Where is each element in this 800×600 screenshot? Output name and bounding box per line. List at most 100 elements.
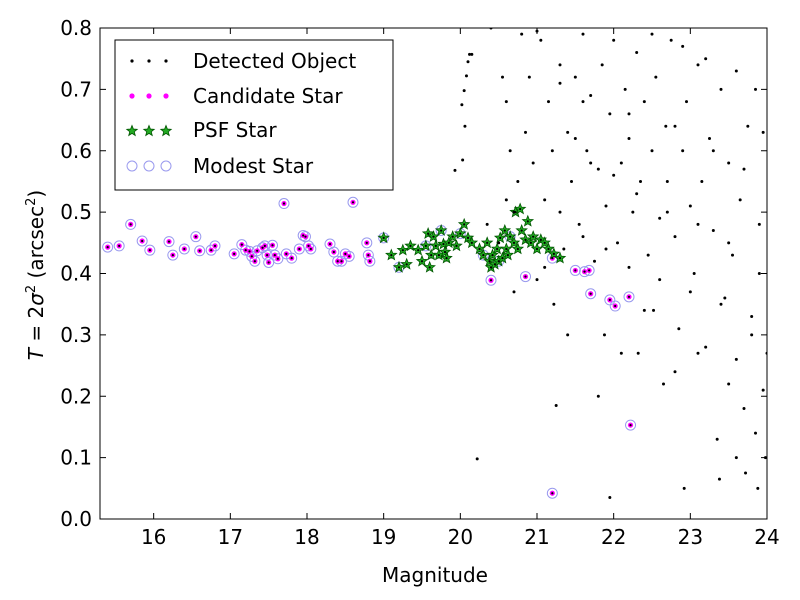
detected-object-point xyxy=(520,229,523,232)
detected-object-point xyxy=(183,247,186,251)
detected-object-point xyxy=(282,202,286,205)
detected-object-point xyxy=(486,241,489,244)
modest-star-point xyxy=(272,253,284,265)
detected-object-point xyxy=(307,244,310,247)
detected-object-point xyxy=(524,238,527,241)
detected-object-point xyxy=(497,260,500,263)
modest-star-point xyxy=(249,255,261,267)
detected-object-point xyxy=(646,253,650,257)
y-axis-title-unit-close: ) xyxy=(24,190,48,198)
legend-label-detected: Detected Object xyxy=(193,49,356,73)
modest-star-point xyxy=(163,236,175,248)
detected-object-point xyxy=(489,279,493,282)
detected-object-point xyxy=(512,290,516,294)
legend-label-candidate: Candidate Star xyxy=(193,84,343,108)
detected-object-point xyxy=(451,235,454,238)
y-axis-title-unit-exp: 2 xyxy=(24,198,39,206)
legend-marker-psf xyxy=(125,124,139,137)
detected-object-point xyxy=(171,253,174,257)
modest-star-point xyxy=(190,231,202,243)
detected-object-point xyxy=(658,216,662,220)
detected-object-point xyxy=(489,266,493,269)
detected-object-point xyxy=(504,100,508,104)
detected-object-point xyxy=(141,239,144,243)
y-axis-title: T = 2σ2 (arcsec2) xyxy=(24,190,48,360)
modest-star-point xyxy=(286,252,298,264)
modest-star-point xyxy=(167,249,179,261)
detected-object-point xyxy=(754,87,757,91)
y-tick-label: 0.7 xyxy=(60,77,92,101)
detected-object-point xyxy=(734,357,738,361)
detected-object-point xyxy=(491,253,494,257)
detected-object-point xyxy=(213,244,217,247)
detected-object-point xyxy=(543,198,547,202)
modest-star-point xyxy=(305,243,317,255)
detected-object-point xyxy=(589,292,592,295)
modest-star-point xyxy=(303,240,315,252)
detected-object-point xyxy=(519,207,522,211)
detected-object-point xyxy=(543,241,546,244)
detected-object-point xyxy=(210,249,213,252)
y-tick-label: 0.2 xyxy=(60,384,92,408)
modest-star-point xyxy=(609,300,621,312)
detected-object-point xyxy=(631,210,635,214)
detected-object-point xyxy=(757,272,761,275)
detected-object-point xyxy=(723,296,727,300)
detected-object-point xyxy=(430,253,433,257)
detected-object-point xyxy=(665,179,669,183)
detected-object-point xyxy=(445,257,448,260)
detected-object-point xyxy=(669,38,673,42)
modest-star-point xyxy=(569,264,581,276)
detected-object-point xyxy=(470,52,474,56)
detected-object-point xyxy=(642,100,646,104)
detected-object-point xyxy=(558,257,562,260)
detected-object-point xyxy=(596,167,600,171)
detected-object-point xyxy=(627,265,631,269)
detected-object-point xyxy=(524,130,527,134)
modest-star-point xyxy=(136,235,148,247)
modest-star-point xyxy=(347,196,359,208)
detected-object-point xyxy=(499,236,502,240)
detected-object-point xyxy=(460,103,464,107)
detected-object-point xyxy=(434,244,437,247)
detected-object-point xyxy=(504,198,508,202)
detected-object-point xyxy=(496,247,499,251)
detected-object-point xyxy=(503,229,506,232)
detected-object-point xyxy=(424,244,427,247)
modest-star-point xyxy=(113,240,125,252)
detected-object-point xyxy=(526,220,529,223)
detected-object-point xyxy=(600,63,604,67)
detected-object-point xyxy=(608,298,611,301)
detected-object-point xyxy=(348,255,351,258)
detected-object-point xyxy=(527,75,531,79)
modest-star-point xyxy=(125,218,137,230)
detected-object-point xyxy=(715,437,719,441)
detected-object-point xyxy=(719,87,723,91)
x-tick-label: 17 xyxy=(218,525,243,549)
detected-object-point xyxy=(420,260,424,263)
detected-object-point xyxy=(589,161,593,165)
detected-object-point xyxy=(244,249,247,252)
y-axis-title-sigma: σ xyxy=(24,292,48,306)
legend-entry-detected: Detected Object xyxy=(130,49,356,73)
modest-star-point xyxy=(236,239,248,251)
detected-object-point xyxy=(302,234,305,237)
detected-object-point xyxy=(742,407,746,411)
detected-object-point xyxy=(573,75,577,79)
modest-star-point xyxy=(194,245,206,257)
detected-object-point xyxy=(583,270,586,273)
detected-object-point xyxy=(462,89,466,93)
legend-marker-detected xyxy=(164,59,168,63)
detected-object-point xyxy=(529,241,532,244)
y-axis-title-eq: = 2 xyxy=(24,306,48,348)
detected-object-point xyxy=(665,210,669,214)
detected-object-point xyxy=(505,247,508,251)
detected-object-point xyxy=(652,308,656,312)
detected-object-point xyxy=(562,247,566,251)
detected-object-point xyxy=(443,250,447,254)
detected-object-point xyxy=(589,94,593,98)
legend-label-modest: Modest Star xyxy=(193,154,314,178)
detected-object-point xyxy=(509,235,512,238)
detected-object-point xyxy=(463,223,466,226)
detected-object-point xyxy=(365,241,368,244)
